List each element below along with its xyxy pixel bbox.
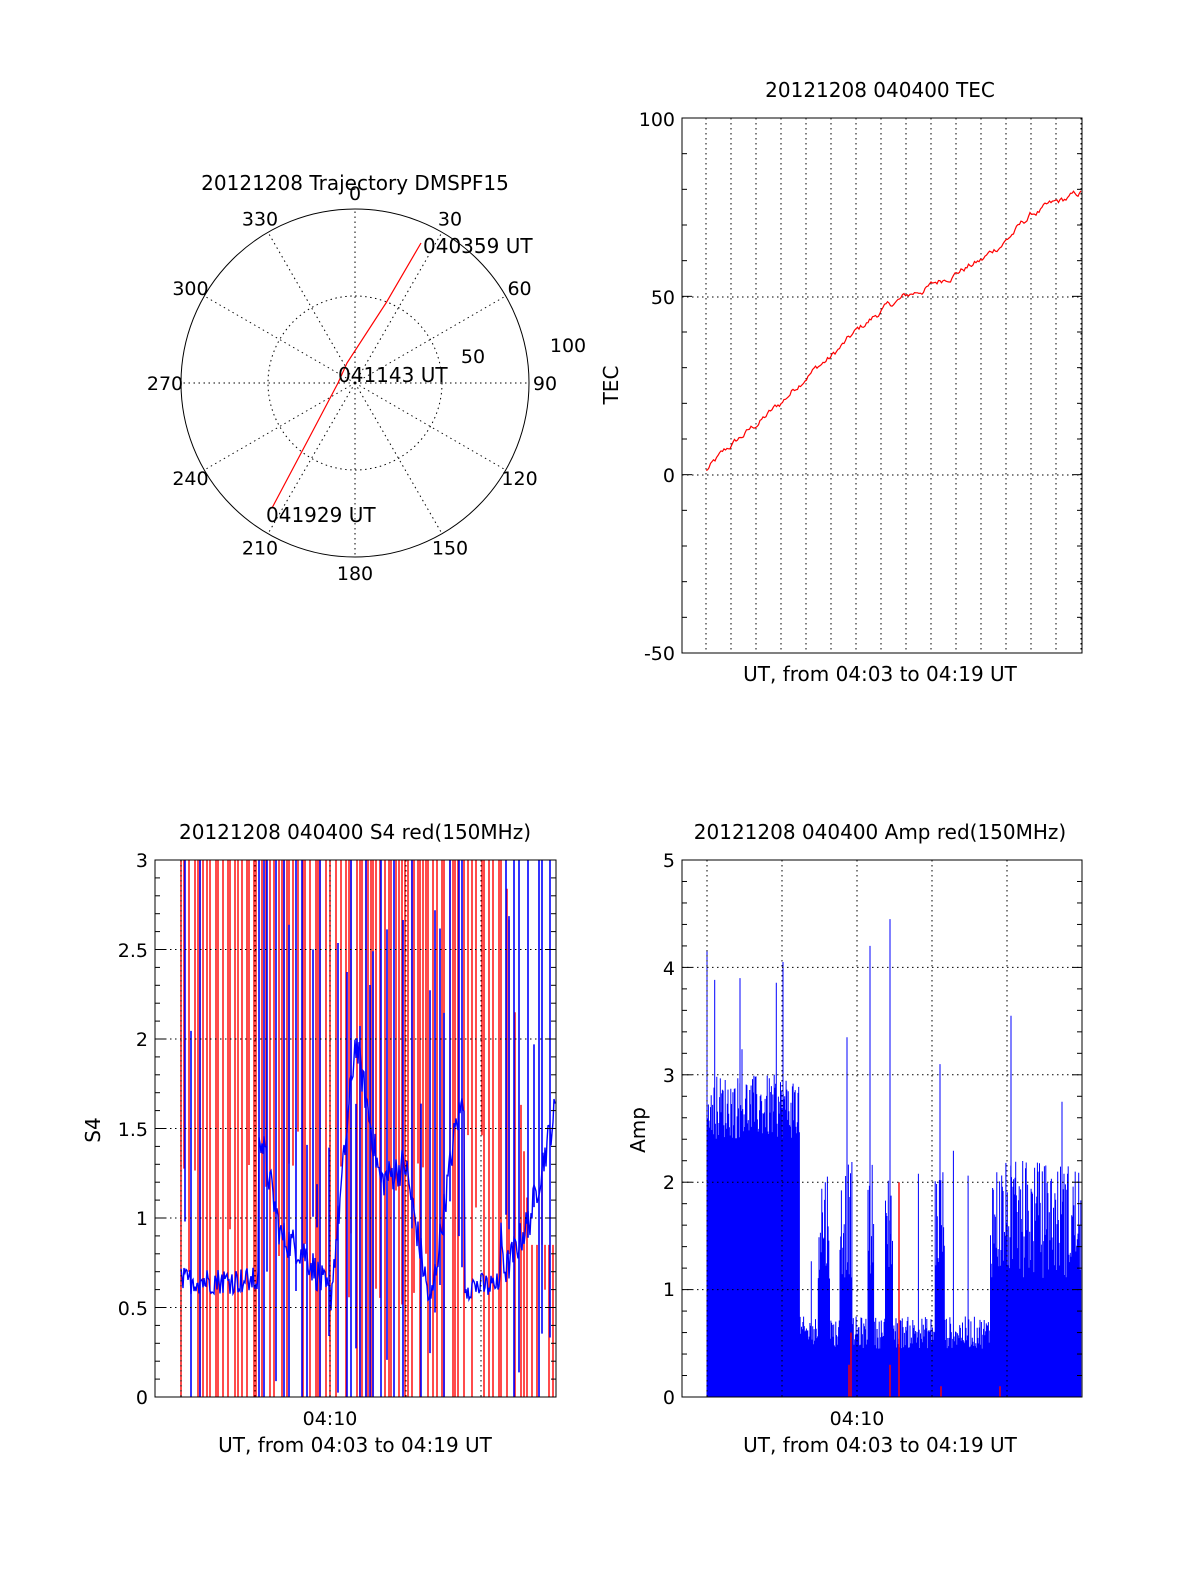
tec-chart: 20121208 040400 TEC 100 50 0 -50 TEC UT,…: [599, 78, 1083, 686]
polar-angle-label: 270: [147, 373, 183, 395]
s4-title: 20121208 040400 S4 red(150MHz): [179, 820, 531, 844]
amp-red-series: [848, 1182, 1001, 1397]
amp-blue-series: [706, 919, 1082, 1397]
tec-plot-frame: [681, 117, 1083, 654]
s4-grid: [155, 860, 556, 1397]
polar-spoke: [204, 295, 356, 384]
polar-angle-label: 180: [337, 563, 373, 585]
polar-angle-label: 150: [432, 538, 468, 560]
s4-xlabel: UT, from 04:03 to 04:19 UT: [218, 1433, 493, 1457]
s4-ytick-0.5: 0.5: [118, 1298, 148, 1320]
s4-ytick-3: 3: [136, 850, 148, 872]
polar-spoke: [204, 382, 356, 471]
polar-title: 20121208 Trajectory DMSPF15: [201, 171, 509, 195]
polar-spoke: [354, 382, 506, 471]
s4-red-series: [180, 860, 554, 1397]
tec-ytick-50: 50: [651, 287, 675, 309]
amp-xlabel: UT, from 04:03 to 04:19 UT: [743, 1433, 1018, 1457]
polar-radius-label-100: 100: [550, 335, 586, 357]
tec-series-line: [705, 190, 1082, 471]
amp-ytick-5: 5: [663, 850, 675, 872]
tec-y-minor-ticks: [682, 117, 1082, 654]
tec-ytick-0: 0: [663, 465, 675, 487]
amp-title: 20121208 040400 Amp red(150MHz): [694, 820, 1066, 844]
polar-angle-label: 120: [501, 468, 537, 490]
polar-end-label: 041929 UT: [266, 503, 376, 527]
tec-ytick-neg50: -50: [644, 643, 675, 665]
polar-spoke: [354, 232, 443, 384]
amp-grid: [682, 860, 1082, 1397]
polar-inner-ring: [267, 295, 443, 471]
amp-ytick-1: 1: [663, 1279, 675, 1301]
amp-ylabel: Amp: [626, 1107, 650, 1153]
amp-ytick-4: 4: [663, 958, 675, 980]
s4-chart: 20121208 040400 S4 red(150MHz) 3 2.5 2 1…: [81, 820, 557, 1457]
s4-ytick-2: 2: [136, 1029, 148, 1051]
polar-spoke: [267, 382, 356, 534]
amp-chart: 20121208 040400 Amp red(150MHz) 5 4 3 2 …: [626, 820, 1083, 1457]
polar-chart: 20121208 Trajectory DMSPF15 0 30 60 90 120 15…: [147, 171, 586, 585]
polar-angle-label: 330: [242, 208, 278, 230]
amp-plot-frame: [681, 859, 1083, 1398]
tec-vertical-grid: [705, 118, 1082, 653]
polar-spoke: [354, 382, 443, 534]
polar-angle-label: 300: [172, 278, 208, 300]
amp-ytick-2: 2: [663, 1172, 675, 1194]
polar-angle-label: 0: [349, 183, 361, 205]
polar-angle-labels: 0 30 60 90 120 150 180 210 240 270 300 330: [147, 183, 557, 585]
amp-xtick-0410: 04:10: [830, 1408, 885, 1430]
s4-ytick-0: 0: [136, 1387, 148, 1409]
amp-y-minor-ticks: [682, 859, 1082, 1398]
polar-spokes: [181, 209, 529, 557]
tec-title: 20121208 040400 TEC: [765, 78, 995, 102]
polar-spoke: [267, 232, 356, 384]
tec-xlabel: UT, from 04:03 to 04:19 UT: [743, 662, 1018, 686]
polar-angle-label: 30: [438, 208, 462, 230]
polar-outer-ring: [180, 208, 530, 558]
s4-blue-series-line: [180, 1038, 556, 1311]
s4-ylabel: S4: [81, 1117, 105, 1142]
polar-angle-label: 240: [172, 468, 208, 490]
s4-xtick-0410: 04:10: [303, 1408, 358, 1430]
s4-ytick-2.5: 2.5: [118, 940, 148, 962]
amp-ytick-0: 0: [663, 1387, 675, 1409]
polar-radius-label-50: 50: [461, 346, 485, 368]
polar-angle-label: 210: [242, 538, 278, 560]
polar-mid-label: 041143 UT: [338, 363, 448, 387]
polar-angle-label: 60: [507, 278, 531, 300]
polar-trajectory-line: [271, 242, 422, 509]
polar-angle-label: 90: [533, 373, 557, 395]
tec-ylabel: TEC: [599, 366, 623, 406]
s4-y-minor-ticks: [155, 859, 556, 1398]
polar-spoke: [354, 295, 506, 384]
tec-ytick-100: 100: [639, 109, 675, 131]
s4-ytick-1.5: 1.5: [118, 1119, 148, 1141]
polar-start-label: 040359 UT: [423, 234, 533, 258]
amp-ytick-3: 3: [663, 1065, 675, 1087]
s4-ytick-1: 1: [136, 1208, 148, 1230]
